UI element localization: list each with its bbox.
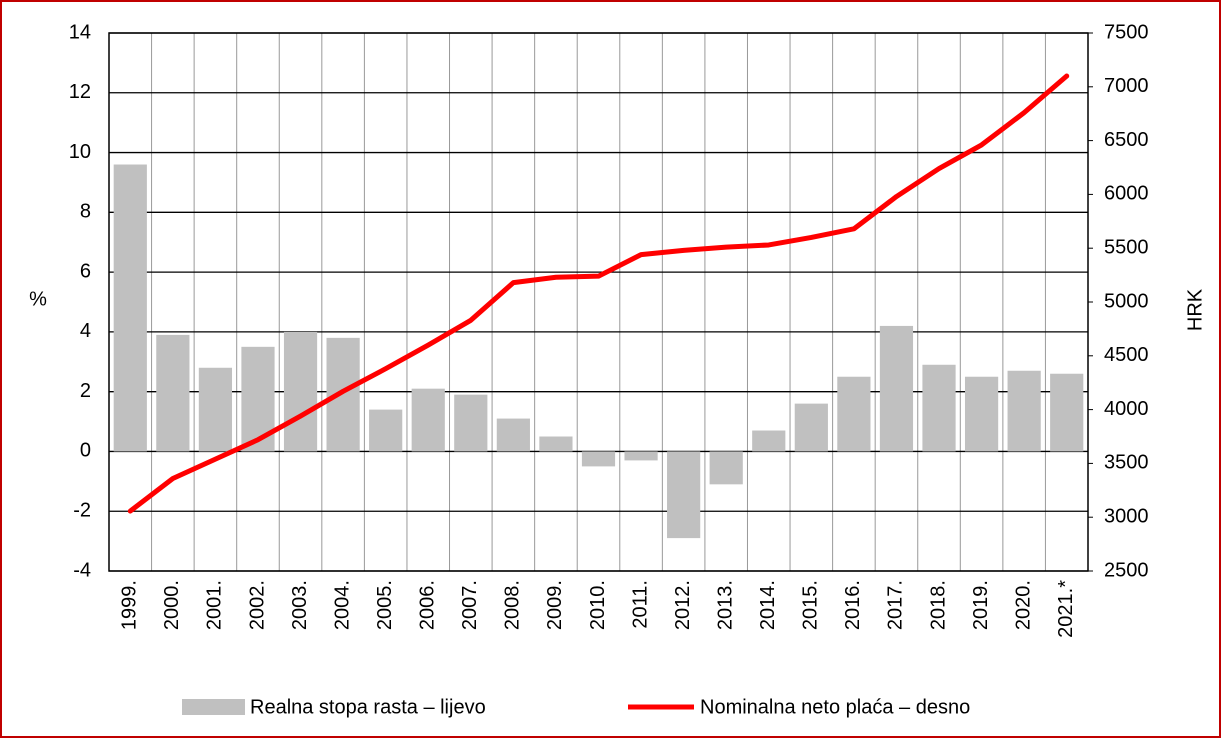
x-tick-label: 2013. [714, 580, 736, 630]
bar [369, 409, 403, 452]
bar [1050, 373, 1084, 452]
bar [496, 418, 530, 452]
bar [198, 367, 233, 452]
x-tick-label: 2014. [757, 580, 779, 630]
bar [1007, 370, 1041, 452]
y2-tick-label: 5500 [1104, 236, 1149, 258]
x-tick-label: 2017. [885, 580, 907, 630]
legend-swatch [182, 699, 245, 715]
x-tick-label: 2015. [800, 580, 822, 630]
bar [326, 337, 360, 452]
y-tick-label: -4 [73, 559, 91, 581]
bar [794, 403, 828, 452]
y2-tick-label: 4000 [1104, 398, 1149, 420]
y2-axis-label: HRK [1184, 288, 1206, 331]
x-tick-label: 2010. [587, 580, 609, 630]
y-tick-label: 6 [80, 260, 91, 282]
x-tick-label: 2021.* [1055, 580, 1077, 638]
x-tick-label: 1999. [119, 580, 141, 630]
y-tick-label: 2 [80, 380, 91, 402]
x-tick-label: 2002. [246, 580, 268, 630]
y-tick-label: 0 [80, 440, 91, 462]
y-tick-label: 14 [69, 21, 91, 43]
y2-tick-label: 7000 [1104, 75, 1149, 97]
plot-border [108, 32, 1089, 572]
bar [709, 451, 743, 485]
line [127, 73, 1070, 514]
x-tick-label: 2007. [459, 580, 481, 630]
y-tick-label: 8 [80, 201, 91, 223]
x-tick-label: 2011. [629, 580, 651, 629]
bar [624, 451, 658, 461]
bar [454, 394, 488, 452]
bar [283, 331, 318, 452]
bar [581, 451, 616, 467]
x-tick-label: 2016. [842, 580, 864, 630]
bar [113, 164, 147, 452]
y2-tick-label: 3000 [1104, 505, 1149, 527]
x-tick-label: 2000. [161, 580, 183, 630]
x-tick-label: 2005. [374, 580, 396, 630]
y2-tick-label: 5000 [1104, 290, 1149, 312]
bar [964, 376, 999, 452]
x-tick-label: 2003. [289, 580, 311, 630]
y-tick-label: -2 [73, 500, 91, 522]
x-tick-label: 2001. [204, 580, 226, 630]
legend-label: Realna stopa rasta – lijevo [250, 696, 486, 718]
bar [752, 430, 786, 452]
x-tick-label: 2019. [970, 580, 992, 630]
x-tick-label: 2020. [1012, 580, 1034, 630]
x-tick-label: 2008. [502, 580, 524, 630]
y-tick-label: 4 [80, 320, 91, 342]
y2-tick-label: 6500 [1104, 129, 1149, 151]
x-tick-label: 2006. [417, 580, 439, 630]
x-tick-label: 2012. [672, 580, 694, 630]
legend-label: Nominalna neto plaća – desno [700, 696, 970, 718]
bar [539, 436, 573, 452]
y-tick-label: 12 [69, 81, 91, 103]
y-tick-label: 10 [69, 141, 91, 163]
y2-tick-label: 2500 [1104, 559, 1149, 581]
bar [837, 376, 871, 452]
bar [667, 451, 701, 539]
bar [879, 325, 914, 452]
x-tick-label: 2004. [331, 580, 353, 630]
y2-tick-label: 4500 [1104, 344, 1149, 366]
y2-tick-label: 3500 [1104, 452, 1149, 474]
y-axis-label: % [29, 288, 47, 310]
bar [411, 388, 445, 452]
bar [922, 364, 956, 452]
x-tick-label: 2018. [927, 580, 949, 630]
y2-tick-label: 7500 [1104, 21, 1149, 43]
x-tick-label: 2009. [544, 580, 566, 630]
y2-tick-label: 6000 [1104, 183, 1149, 205]
bar [156, 334, 190, 452]
